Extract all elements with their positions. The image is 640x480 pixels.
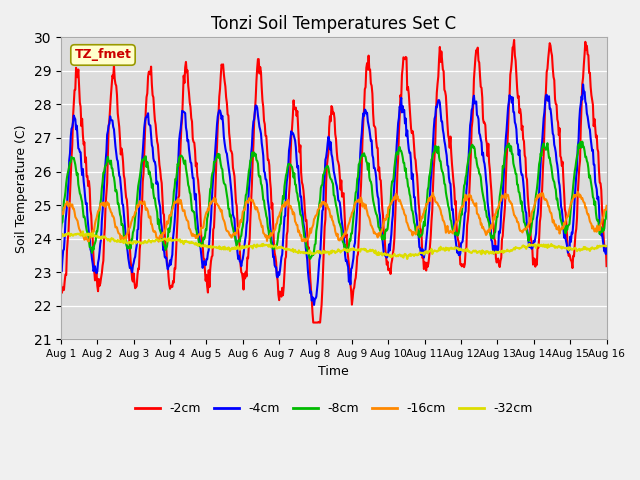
-4cm: [310, 302, 318, 308]
-4cm: [57, 268, 65, 274]
Line: -16cm: -16cm: [61, 192, 607, 242]
-4cm: [177, 126, 184, 132]
-32cm: [57, 235, 65, 241]
-2cm: [326, 113, 334, 119]
-16cm: [177, 200, 185, 206]
-16cm: [57, 214, 65, 220]
-16cm: [433, 200, 441, 205]
Y-axis label: Soil Temperature (C): Soil Temperature (C): [15, 124, 28, 252]
Text: TZ_fmet: TZ_fmet: [74, 48, 131, 61]
Line: -4cm: -4cm: [61, 84, 607, 305]
-4cm: [603, 245, 611, 251]
Legend: -2cm, -4cm, -8cm, -16cm, -32cm: -2cm, -4cm, -8cm, -16cm, -32cm: [129, 397, 538, 420]
-2cm: [603, 263, 611, 269]
-32cm: [326, 251, 334, 256]
X-axis label: Time: Time: [318, 365, 349, 378]
-4cm: [433, 105, 441, 110]
-16cm: [574, 189, 582, 195]
-8cm: [433, 148, 441, 154]
-32cm: [177, 238, 185, 244]
Title: Tonzi Soil Temperatures Set C: Tonzi Soil Temperatures Set C: [211, 15, 456, 33]
-16cm: [554, 225, 561, 231]
-2cm: [57, 277, 65, 283]
-4cm: [579, 82, 587, 87]
-32cm: [554, 244, 562, 250]
-2cm: [177, 141, 184, 147]
-8cm: [379, 234, 387, 240]
-2cm: [433, 90, 441, 96]
-4cm: [200, 258, 208, 264]
Line: -32cm: -32cm: [61, 231, 607, 259]
-16cm: [603, 203, 611, 209]
-16cm: [379, 222, 387, 228]
-8cm: [200, 237, 208, 242]
-4cm: [379, 241, 387, 247]
-2cm: [309, 320, 317, 325]
-8cm: [57, 228, 65, 233]
-2cm: [200, 256, 208, 262]
-8cm: [603, 208, 611, 214]
-4cm: [554, 162, 561, 168]
-8cm: [307, 256, 314, 262]
-8cm: [579, 139, 586, 144]
-16cm: [201, 215, 209, 221]
-2cm: [554, 120, 562, 125]
-32cm: [434, 249, 442, 254]
-32cm: [79, 228, 87, 234]
Line: -2cm: -2cm: [61, 40, 607, 323]
-2cm: [379, 213, 387, 218]
-32cm: [603, 243, 611, 249]
-8cm: [554, 196, 561, 202]
-16cm: [326, 211, 334, 216]
-32cm: [201, 242, 209, 248]
-16cm: [117, 239, 125, 245]
-8cm: [177, 153, 184, 159]
-32cm: [379, 252, 387, 257]
-2cm: [510, 37, 518, 43]
-8cm: [326, 174, 334, 180]
-32cm: [403, 256, 411, 262]
Line: -8cm: -8cm: [61, 142, 607, 259]
-4cm: [326, 146, 334, 152]
